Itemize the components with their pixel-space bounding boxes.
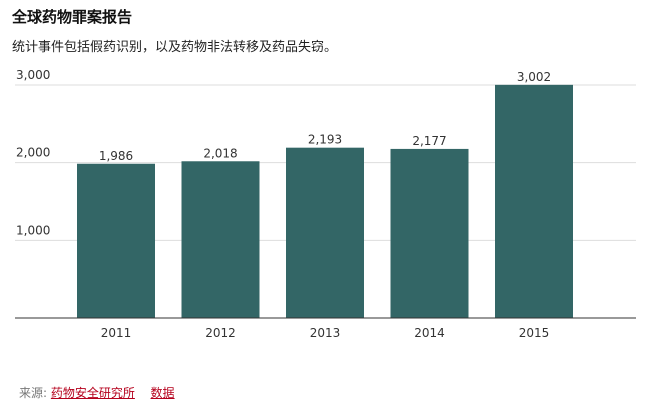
bars [77,84,573,318]
x-tick-label: 2014 [414,326,445,340]
data-labels: 1,986 2,018 2,193 2,177 3,002 [99,70,551,163]
data-label: 2,177 [412,134,446,148]
source-label: 来源: [19,386,48,400]
data-link[interactable]: 数据 [150,386,175,400]
bar-2015 [495,84,573,318]
x-axis-ticks: 2011 2012 2013 2014 2015 [101,326,550,340]
data-label: 3,002 [517,70,551,84]
x-tick-label: 2012 [205,326,236,340]
bar-2013 [286,147,364,318]
y-axis-ticks: 1,000 2,000 3,000 [16,68,50,237]
data-label: 1,986 [99,149,133,163]
bar-2012 [181,161,260,318]
data-label: 2,018 [203,146,237,160]
bar-2011 [77,163,155,318]
data-label: 2,193 [308,133,342,147]
chart-subtitle: 统计事件包括假药识别，以及药物非法转移及药品失窃。 [12,40,338,55]
bar-2014 [390,148,469,318]
y-tick-label: 2,000 [16,146,50,160]
bar-chart: 1,000 2,000 3,000 1,986 2,018 2,193 2,177 3,00… [15,68,636,340]
y-tick-label: 1,000 [16,223,50,237]
x-tick-label: 2013 [310,326,341,340]
y-tick-label: 3,000 [16,68,50,82]
chart-title: 全球药物罪案报告 [12,8,133,26]
source-link[interactable]: 药物安全研究所 [50,386,135,400]
x-tick-label: 2011 [101,326,132,340]
x-tick-label: 2015 [519,326,550,340]
source-footer: 来源: 药物安全研究所 数据 [19,384,175,401]
